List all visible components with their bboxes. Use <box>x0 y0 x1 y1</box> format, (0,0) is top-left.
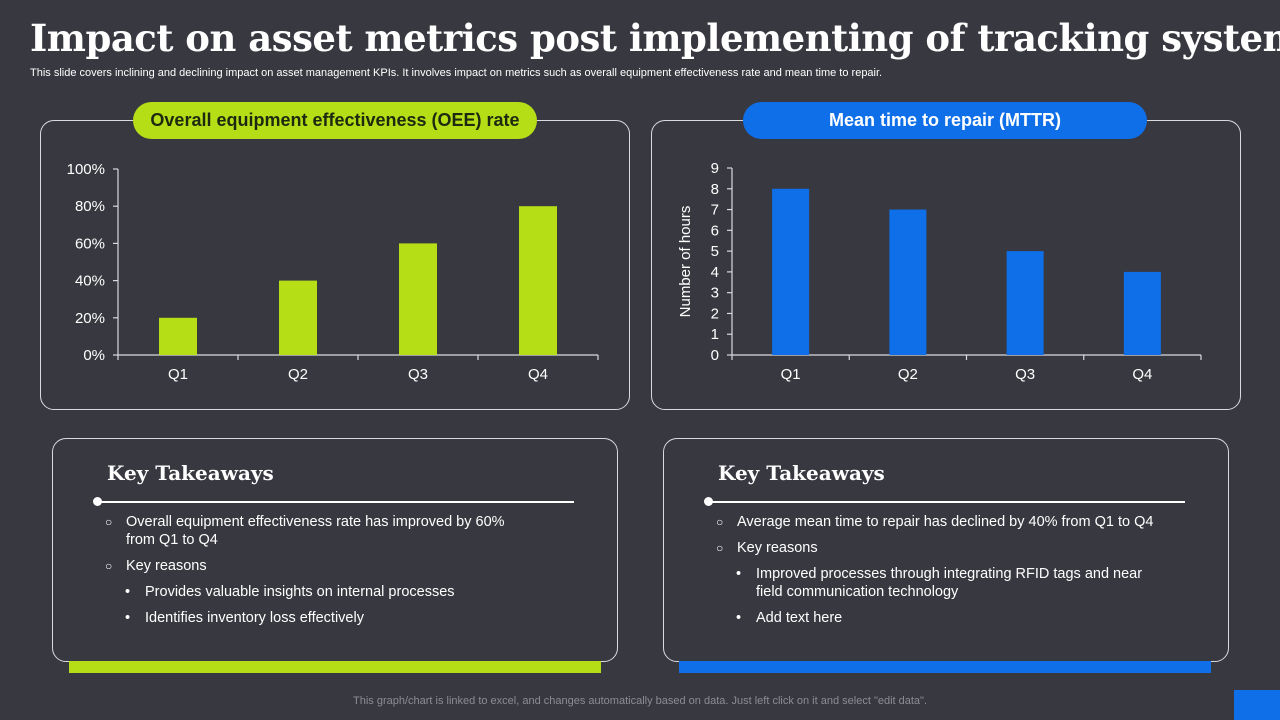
bar-q4 <box>519 206 557 355</box>
mttr-takeaways-card: Key Takeaways ○ Average mean time to repa… <box>663 438 1229 662</box>
list-item: • Provides valuable insights on internal … <box>125 584 455 600</box>
y-tick-label: 9 <box>711 160 719 177</box>
dot-bullet-icon: • <box>736 566 742 582</box>
dot-bullet-icon: • <box>125 610 131 626</box>
dot-bullet-icon: • <box>736 610 742 626</box>
mttr-takeaways-heading: Key Takeaways <box>718 461 885 485</box>
x-tick-label: Q1 <box>168 366 188 383</box>
y-tick-label: 0 <box>711 347 719 364</box>
y-tick-label: 3 <box>711 285 719 302</box>
blue-accent-stripe <box>679 661 1211 673</box>
x-tick-label: Q2 <box>288 366 308 383</box>
y-tick-label: 80% <box>75 198 105 215</box>
list-item: ○ Key reasons <box>716 540 818 556</box>
y-tick-label: 20% <box>75 310 105 327</box>
oee-chart-title: Overall equipment effectiveness (OEE) ra… <box>133 102 537 139</box>
circle-bullet-icon: ○ <box>105 515 113 529</box>
bar-q3 <box>1006 251 1044 355</box>
list-item: • Improved processes through integrating … <box>736 566 1143 600</box>
corner-accent <box>1234 690 1280 720</box>
bar-q4 <box>1123 271 1161 355</box>
bar-q1 <box>159 317 197 355</box>
bar-q2 <box>279 280 317 355</box>
oee-takeaways-card: Key Takeaways ○ Overall equipment effecti… <box>52 438 618 662</box>
list-item: ○ Key reasons <box>105 558 207 574</box>
y-tick-label: 0% <box>83 347 105 364</box>
y-tick-label: 6 <box>711 222 719 239</box>
x-tick-label: Q3 <box>408 366 428 383</box>
list-item: ○ Average mean time to repair has decline… <box>716 514 1154 530</box>
oee-takeaways-list: ○ Overall equipment effectiveness rate ha… <box>105 513 525 635</box>
y-tick-label: 8 <box>711 181 719 198</box>
y-tick-label: 1 <box>711 326 719 343</box>
mttr-bar-chart[interactable]: 0 1 2 3 4 5 6 7 8 9 Q1 Q2 Q3 Q4 Number of hours <box>651 150 1241 400</box>
dot-bullet-icon: • <box>125 584 131 600</box>
circle-bullet-icon: ○ <box>716 515 724 529</box>
divider-line <box>97 501 574 503</box>
y-tick-label: 60% <box>75 235 105 252</box>
page-subtitle: This slide covers inclining and declinin… <box>30 67 883 79</box>
x-tick-label: Q3 <box>1015 366 1035 383</box>
bar-q3 <box>399 243 437 355</box>
bar-q1 <box>772 188 810 355</box>
page-title: Impact on asset metrics post implementin… <box>30 16 1280 60</box>
y-tick-label: 4 <box>711 264 719 281</box>
circle-bullet-icon: ○ <box>105 559 113 573</box>
oee-bar-chart[interactable]: 0% 20% 40% 60% 80% 100% Q1 Q2 Q3 Q4 <box>40 150 630 400</box>
x-tick-label: Q2 <box>898 366 918 383</box>
y-tick-label: 7 <box>711 202 719 219</box>
divider-line <box>708 501 1185 503</box>
x-tick-label: Q4 <box>1132 366 1152 383</box>
oee-takeaways-heading: Key Takeaways <box>107 461 274 485</box>
y-tick-label: 2 <box>711 305 719 322</box>
list-item: • Add text here <box>736 610 843 626</box>
y-tick-label: 5 <box>711 243 719 260</box>
y-tick-label: 40% <box>75 273 105 290</box>
y-tick-label: 100% <box>67 161 105 178</box>
x-tick-label: Q4 <box>528 366 548 383</box>
footer-note: This graph/chart is linked to excel, and… <box>352 695 928 707</box>
circle-bullet-icon: ○ <box>716 541 724 555</box>
x-tick-label: Q1 <box>781 366 801 383</box>
green-accent-stripe <box>69 661 601 673</box>
y-axis-title: Number of hours <box>677 206 694 318</box>
bar-q2 <box>889 209 927 355</box>
list-item: ○ Overall equipment effectiveness rate ha… <box>105 514 505 548</box>
mttr-chart-title: Mean time to repair (MTTR) <box>743 102 1147 139</box>
mttr-takeaways-list: ○ Average mean time to repair has decline… <box>716 513 1176 635</box>
list-item: • Identifies inventory loss effectively <box>125 610 364 626</box>
